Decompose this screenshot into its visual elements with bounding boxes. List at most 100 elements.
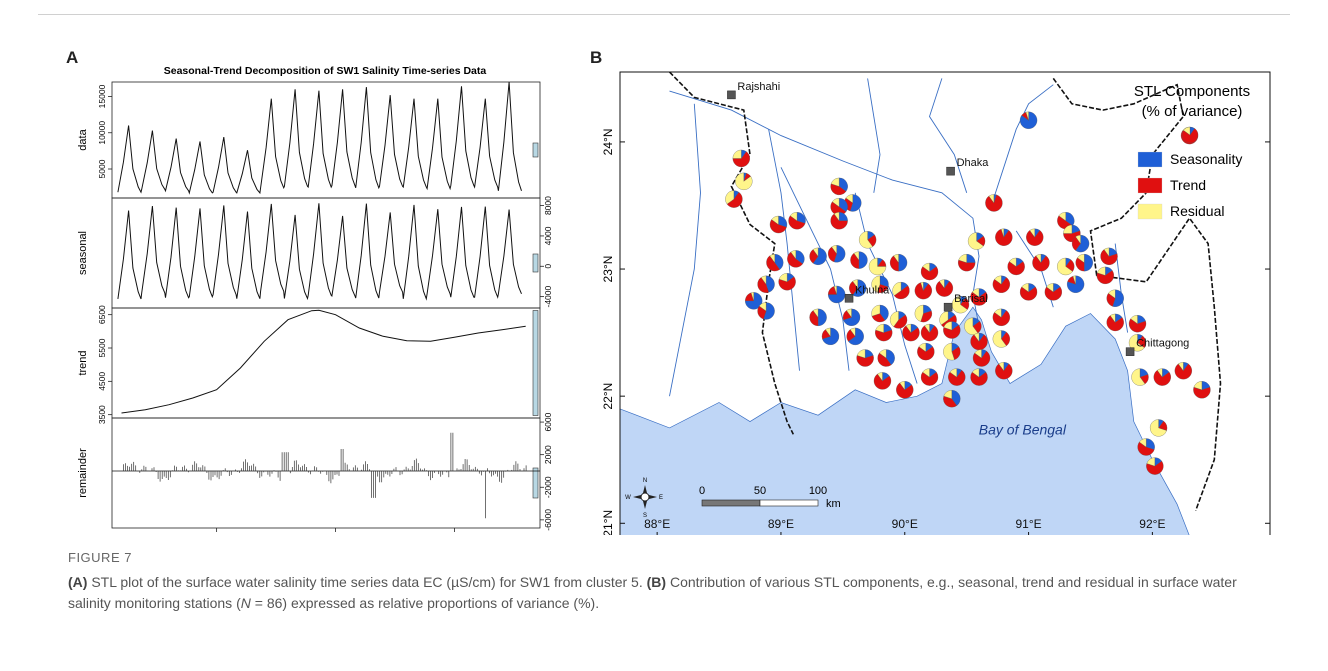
y-tick-label: 3500 [97, 405, 107, 424]
station-pie [943, 390, 961, 408]
station-pie [725, 190, 743, 208]
range-bar [532, 310, 539, 416]
caption-n: N [240, 595, 251, 611]
lon-tick-label: 90°E [892, 517, 918, 531]
pie-slice-residual [879, 349, 887, 359]
pie-slice-trend [995, 363, 1013, 380]
station-pie [732, 149, 750, 168]
legend-label-trend: Trend [1170, 177, 1206, 193]
scale-bar-label: 50 [754, 485, 766, 497]
station-pie [943, 321, 961, 339]
country-border-west [668, 72, 795, 435]
scale-bar-label: 100 [809, 485, 827, 497]
panel-frame [111, 417, 541, 529]
station-pie [967, 232, 986, 250]
pie-slice-residual [958, 254, 967, 263]
pie-slice-residual [1130, 315, 1138, 324]
pie-slice-residual [790, 250, 796, 260]
pie-slice-residual [850, 327, 856, 337]
station-pie [889, 311, 908, 329]
pie-slice-trend [769, 219, 787, 234]
station-pie [935, 279, 953, 297]
station-pie [896, 381, 914, 399]
pie-slice-trend [920, 266, 939, 281]
station-pie [1106, 313, 1124, 332]
pie-slice-residual [725, 190, 735, 205]
legend-pie-slice [1183, 126, 1191, 136]
pie-slice-trend [893, 314, 908, 329]
pie-slice-residual [778, 273, 788, 282]
pie-slice-residual [845, 194, 853, 204]
station-pie [892, 281, 910, 300]
pie-slice-residual [1139, 438, 1147, 448]
panel-b-label: B [590, 48, 603, 67]
map-content: Rajshahi Dhaka Khulna Barisal Chittagong Bay … [620, 72, 1270, 535]
pie-slice-seasonality [843, 308, 861, 326]
river [929, 78, 968, 193]
y-tick-label: 10000 [97, 121, 107, 145]
station-pie [842, 308, 861, 326]
station-pie [873, 372, 892, 390]
pie-slice-residual [732, 149, 742, 159]
station-pie [856, 349, 874, 367]
lon-tick-label: 91°E [1015, 517, 1041, 531]
pie-slice-trend [1106, 315, 1124, 332]
pie-slice-residual [1046, 283, 1054, 293]
figure-frame [38, 14, 1290, 535]
station-pie [1057, 257, 1075, 276]
station-pie [902, 323, 920, 342]
station-pie [1019, 283, 1038, 301]
pie-slice-seasonality [951, 390, 961, 406]
pie-slice-seasonality [822, 327, 840, 346]
city-marker [943, 302, 953, 312]
caption-b-text-1: Contribution of various STL components, … [68, 574, 1237, 611]
pie-slice-residual [825, 327, 831, 337]
pie-slice-residual [974, 349, 982, 359]
pie-slice-trend [935, 281, 953, 297]
compass-label: W [625, 495, 631, 501]
pie-slice-seasonality [774, 254, 784, 270]
range-bar [532, 142, 539, 158]
sea-label: Bay of Bengal [979, 421, 1067, 437]
station-pie [917, 343, 935, 361]
pie-slice-trend [788, 215, 806, 230]
pie-slice-trend [1044, 286, 1062, 301]
scale-bar-segment [759, 499, 819, 507]
pie-slice-residual [1058, 212, 1066, 222]
pie-slice-residual [760, 275, 767, 285]
city-marker [946, 166, 955, 176]
station-pie [778, 273, 796, 291]
pie-slice-residual [971, 368, 980, 378]
pie-slice-residual [1000, 228, 1004, 238]
lat-tick-label: 21°N [601, 510, 615, 535]
station-pie [995, 362, 1013, 380]
caption-b-text-2: = 86) expressed as relative proportions … [250, 595, 600, 611]
city-label: Chittagong [1136, 338, 1189, 350]
river [867, 78, 881, 193]
lon-tick-label: 92°E [1139, 517, 1165, 531]
pie-slice-residual [769, 254, 775, 264]
city-label: Dhaka [957, 157, 990, 169]
pie-slice-residual [812, 247, 819, 257]
pie-slice-residual [1035, 254, 1042, 264]
station-pie [868, 257, 887, 276]
pie-slice-trend [896, 382, 914, 399]
compass-label: E [659, 495, 663, 501]
y-tick-label: 8000 [543, 196, 553, 215]
pie-slice-trend [726, 192, 743, 208]
y-tick-label: 6000 [543, 412, 553, 431]
station-pie [920, 368, 939, 386]
compass-center [640, 492, 650, 502]
station-pie [809, 247, 827, 265]
legend-swatch-seasonality [1137, 151, 1163, 168]
y-tick-label: -4000 [543, 285, 553, 307]
station-pie [830, 198, 848, 216]
pie-slice-trend [877, 352, 892, 367]
pie-slice-residual [858, 231, 873, 249]
river [990, 84, 1054, 206]
legend: STL Components (% of variance) Seasonality… [1134, 83, 1250, 220]
pie-slice-residual [918, 343, 926, 352]
pie-slice-residual [1021, 283, 1029, 293]
pie-slice-residual [943, 343, 955, 361]
